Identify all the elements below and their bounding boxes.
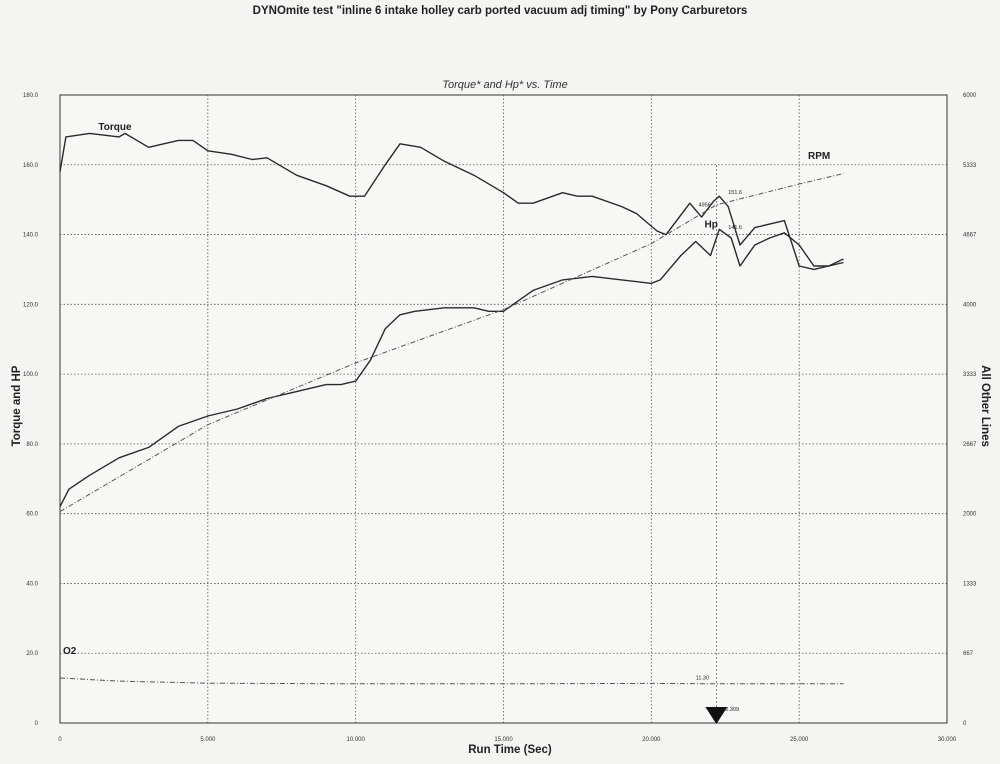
annotation-label: 141.6 (728, 225, 742, 231)
y-tick-label-left: 140.0 (23, 233, 39, 239)
x-tick-label: 10.000 (346, 737, 365, 743)
series-label-o2: O2 (63, 646, 77, 657)
series-line-rpm (59, 173, 844, 513)
series-label-hp: Hp (705, 220, 718, 231)
series-label-torque: Torque (98, 122, 132, 133)
y-tick-label-right: 2000 (963, 512, 977, 518)
series-line-hp (59, 228, 844, 508)
annotation-label: 22.309 (722, 707, 739, 713)
y-tick-label-right: 3333 (963, 372, 977, 378)
annotation-label: 11.30 (696, 675, 709, 681)
y-tick-label-left: 0 (35, 721, 39, 727)
plot-frame (59, 94, 948, 724)
x-tick-label: 30.000 (938, 737, 957, 743)
y-tick-label-right: 2667 (963, 442, 977, 448)
x-tick-label: 15.000 (494, 737, 513, 743)
annotation-label: 4956 (699, 203, 711, 209)
x-tick-label: 20.000 (642, 737, 661, 743)
y-tick-label-right: 5333 (963, 163, 977, 169)
y-tick-label-right: 6000 (963, 93, 977, 99)
y-tick-label-left: 180.0 (23, 93, 39, 99)
series-label-rpm: RPM (808, 151, 830, 162)
y-tick-label-right: 1333 (963, 581, 977, 587)
x-tick-label: 25.000 (790, 737, 809, 743)
cursor-marker-triangle (705, 707, 728, 724)
y-tick-label-left: 20.0 (26, 651, 38, 657)
y-tick-label-left: 40.0 (26, 581, 38, 587)
y-tick-label-right: 0 (963, 721, 967, 727)
y-tick-label-left: 160.0 (23, 163, 39, 169)
y-tick-label-right: 4000 (963, 302, 977, 308)
series-line-o2 (59, 677, 844, 685)
y-tick-label-left: 80.0 (26, 442, 38, 448)
y-tick-label-left: 100.0 (23, 372, 39, 378)
y-tick-label-right: 4667 (963, 233, 977, 239)
annotation-label: 151.6 (728, 190, 742, 196)
x-tick-label: 5.000 (200, 737, 216, 743)
x-tick-label: 0 (58, 737, 62, 743)
chart-subtitle: Torque* and Hp* vs. Time (442, 79, 568, 91)
y-tick-label-right: 667 (963, 651, 974, 657)
y-tick-label-left: 120.0 (23, 302, 39, 308)
x-axis-label: Run Time (Sec) (468, 744, 552, 756)
series-line-torque (59, 132, 844, 271)
y-tick-label-left: 60.0 (26, 512, 38, 518)
chart-title: DYNOmite test "inline 6 intake holley ca… (252, 5, 748, 17)
